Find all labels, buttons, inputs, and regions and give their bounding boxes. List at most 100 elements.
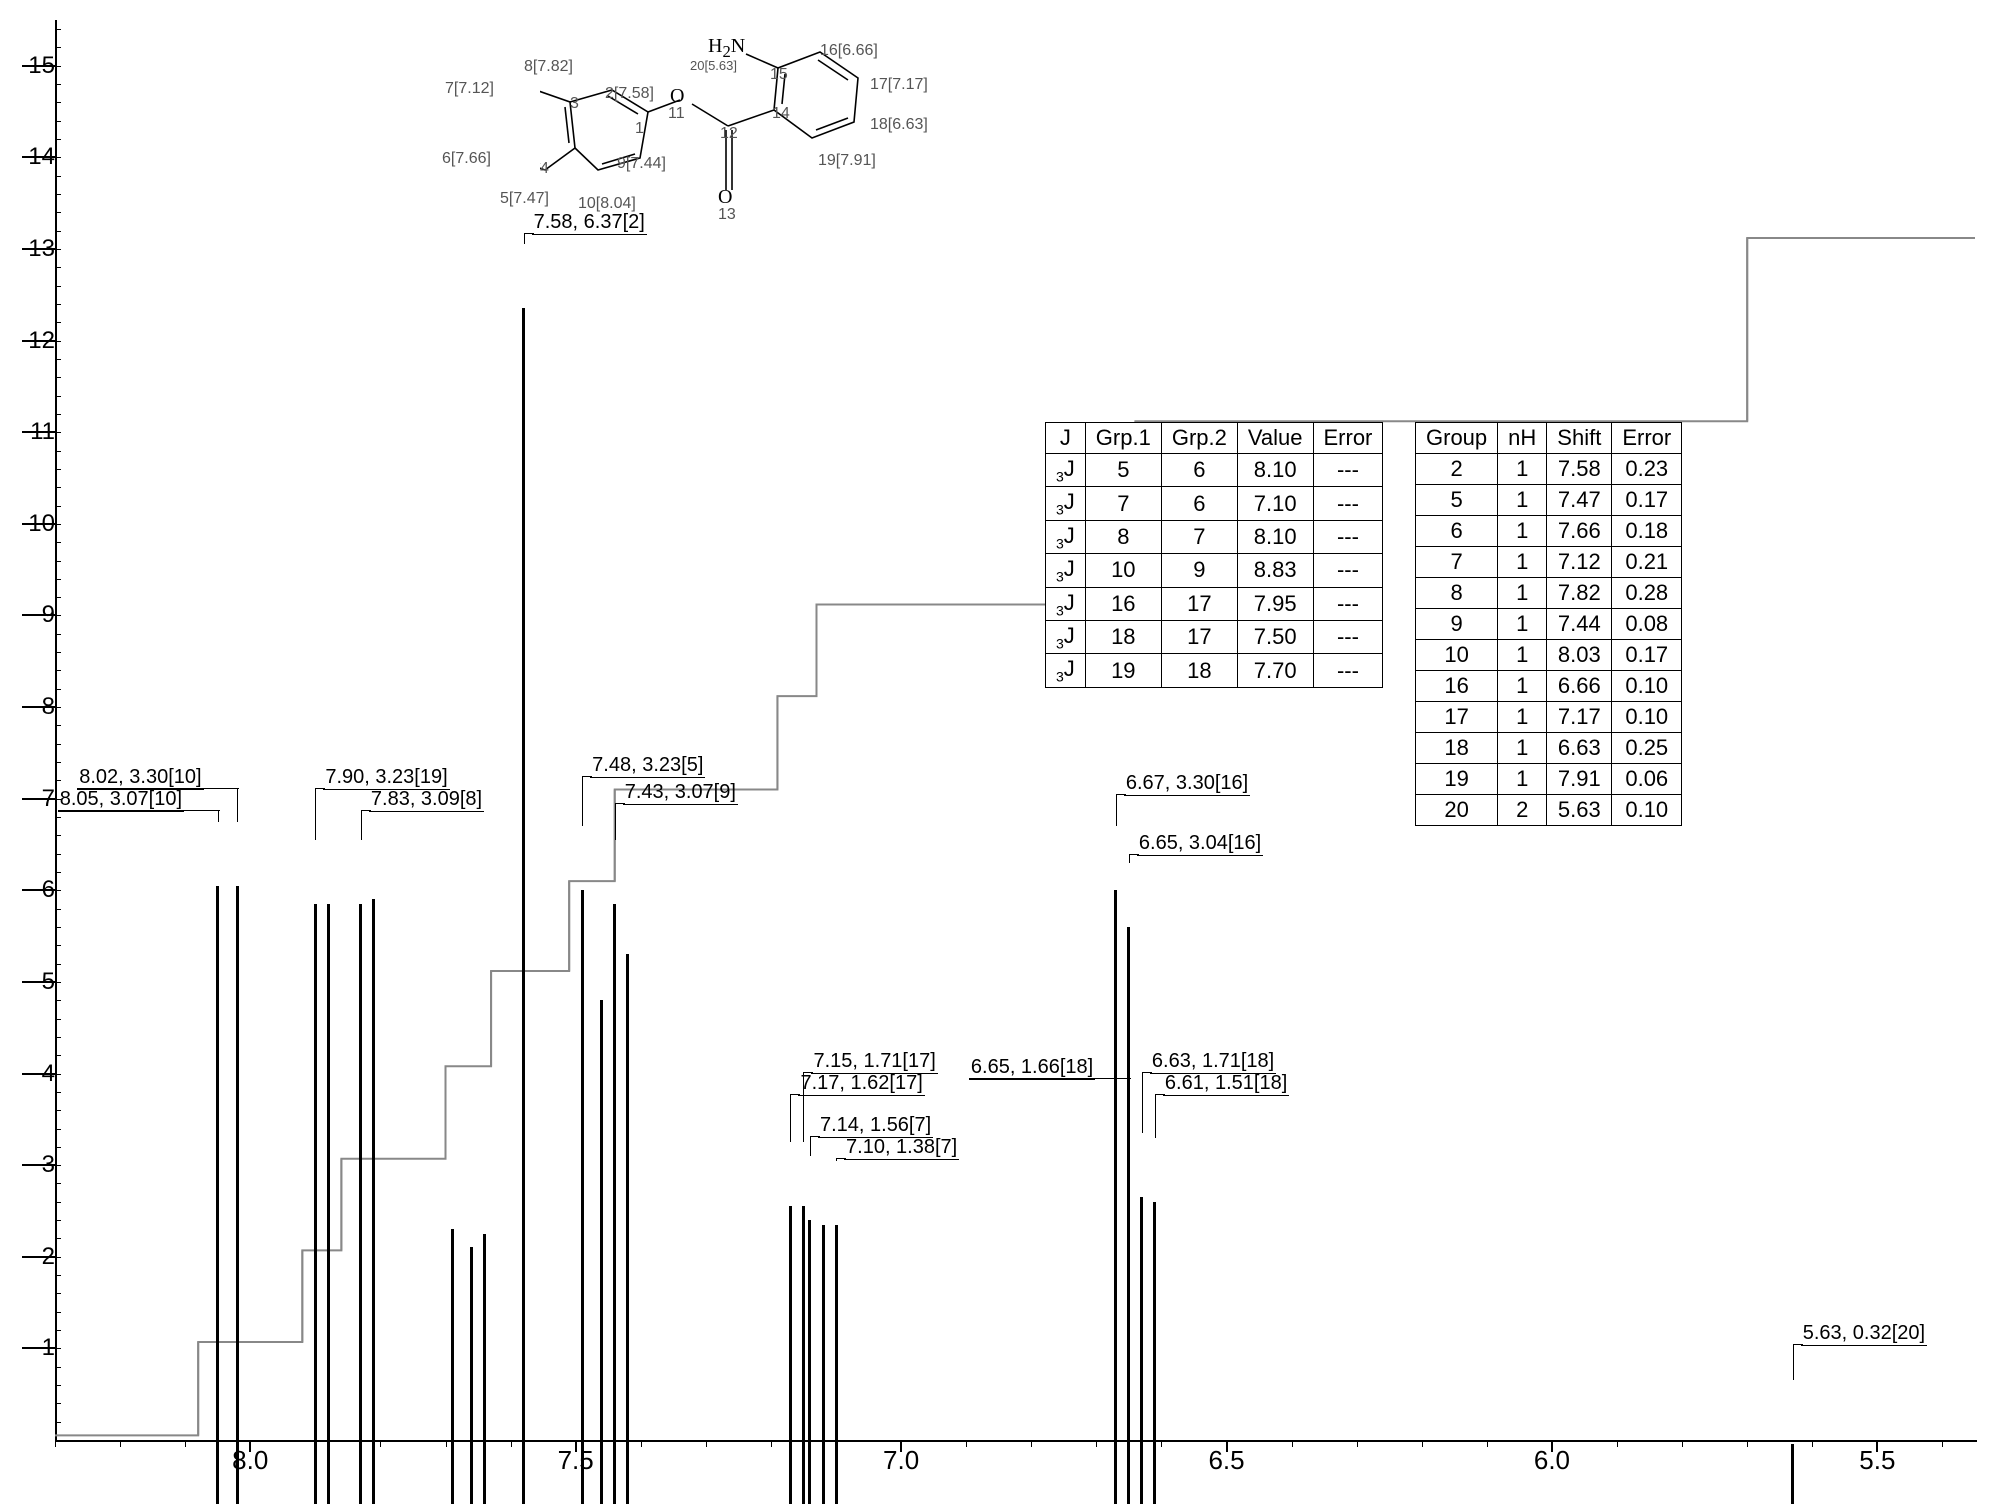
peak <box>802 1206 805 1504</box>
table-cell: 7.95 <box>1237 587 1313 620</box>
table-cell: 7.50 <box>1237 620 1313 653</box>
peak <box>1140 1197 1143 1504</box>
table-row: 217.580.23 <box>1416 454 1682 485</box>
table-cell: 8.83 <box>1237 554 1313 587</box>
table-cell: 3J <box>1046 654 1086 687</box>
peak-leader <box>615 803 616 840</box>
table-cell: 9 <box>1416 609 1498 640</box>
peak <box>483 1234 486 1504</box>
table-row: 517.470.17 <box>1416 485 1682 516</box>
y-minor-tick <box>55 725 61 726</box>
peak <box>451 1229 454 1504</box>
table-cell: 1 <box>1498 640 1547 671</box>
molecule-position-label: 11 <box>668 105 685 123</box>
x-minor-tick <box>1357 1440 1358 1447</box>
table-cell: 5.63 <box>1547 795 1612 826</box>
y-minor-tick <box>55 1330 61 1331</box>
table-row: 2025.630.10 <box>1416 795 1682 826</box>
table-row: 3J568.10--- <box>1046 454 1383 487</box>
peak <box>581 890 584 1504</box>
y-minor-tick <box>55 1367 61 1368</box>
y-minor-tick <box>55 652 61 653</box>
y-minor-tick <box>55 377 61 378</box>
table-row: 3J16177.95--- <box>1046 587 1383 620</box>
table-cell: 3J <box>1046 620 1086 653</box>
x-minor-tick <box>1747 1440 1748 1447</box>
peak-label: 7.83, 3.09[8] <box>369 788 484 812</box>
table-cell: 6 <box>1416 516 1498 547</box>
y-minor-tick <box>55 1220 61 1221</box>
table-cell: 0.21 <box>1612 547 1682 578</box>
table-cell: 7.66 <box>1547 516 1612 547</box>
x-minor-tick <box>1487 1440 1488 1447</box>
peak-leader-h <box>58 810 220 811</box>
y-minor-tick <box>55 1037 61 1038</box>
y-minor-tick <box>55 139 61 140</box>
table-row: 1917.910.06 <box>1416 764 1682 795</box>
peak-leader <box>1142 1072 1143 1133</box>
molecule-position-label: 12 <box>720 125 738 143</box>
table-cell: 8 <box>1085 520 1161 553</box>
x-minor-tick <box>55 1440 56 1447</box>
table-header: Grp.2 <box>1161 423 1237 454</box>
y-minor-tick <box>55 762 61 763</box>
table-cell: 17 <box>1416 702 1498 733</box>
y-minor-tick <box>55 1000 61 1001</box>
table-header: Grp.1 <box>1085 423 1161 454</box>
x-tick-label: 6.5 <box>1208 1445 1244 1476</box>
x-tick-label: 7.0 <box>883 1445 919 1476</box>
y-minor-tick <box>55 451 61 452</box>
y-minor-tick <box>55 84 61 85</box>
y-tick-label: 12 <box>28 327 55 355</box>
peak-leader <box>218 810 219 822</box>
table-cell: 7.47 <box>1547 485 1612 516</box>
peak-label: 5.63, 0.32[20] <box>1801 1322 1927 1346</box>
table-cell: 0.06 <box>1612 764 1682 795</box>
peak-leader <box>582 776 583 826</box>
peak-label: 8.05, 3.07[10] <box>58 788 184 812</box>
table-cell: 16 <box>1085 587 1161 620</box>
peak-leader <box>790 1094 791 1143</box>
y-tick-label: 8 <box>42 693 55 721</box>
table-cell: 7.70 <box>1237 654 1313 687</box>
x-minor-tick <box>446 1440 447 1447</box>
table-cell: 7.82 <box>1547 578 1612 609</box>
y-minor-tick <box>55 249 61 250</box>
peak-leader <box>237 788 238 822</box>
y-minor-tick <box>55 304 61 305</box>
molecule-position-label: 13 <box>718 206 736 224</box>
x-minor-tick <box>1682 1440 1683 1447</box>
table-cell: 7.12 <box>1547 547 1612 578</box>
y-minor-tick <box>55 1055 61 1056</box>
peak <box>1153 1202 1156 1504</box>
peak-leader-h <box>969 1078 1131 1079</box>
table-cell: 7.91 <box>1547 764 1612 795</box>
y-minor-tick <box>55 1238 61 1239</box>
peak-leader <box>803 1072 804 1143</box>
table-cell: 2 <box>1498 795 1547 826</box>
y-minor-tick <box>55 744 61 745</box>
peak <box>1127 927 1130 1504</box>
molecule-position-label: 5[7.47] <box>500 190 549 208</box>
y-minor-tick <box>55 707 61 708</box>
table-row: 617.660.18 <box>1416 516 1682 547</box>
molecule-position-label: 3 <box>570 95 579 113</box>
molecule-position-label: 18[6.63] <box>870 116 928 134</box>
table-cell: 7.44 <box>1547 609 1612 640</box>
y-minor-tick <box>55 561 61 562</box>
table-cell: 1 <box>1498 733 1547 764</box>
x-minor-tick <box>1227 1440 1228 1447</box>
y-minor-tick <box>55 1293 61 1294</box>
molecule-position-label: 9[7.44] <box>617 155 666 173</box>
y-minor-tick <box>55 157 61 158</box>
y-tick-label: 7 <box>42 785 55 813</box>
y-minor-tick <box>55 1129 61 1130</box>
table-cell: 6 <box>1161 487 1237 520</box>
peak <box>372 899 375 1504</box>
peak <box>327 904 330 1504</box>
y-minor-tick <box>55 506 61 507</box>
table-cell: 1 <box>1498 485 1547 516</box>
table-cell: 1 <box>1498 578 1547 609</box>
x-minor-tick <box>380 1440 381 1447</box>
peak <box>1114 890 1117 1504</box>
